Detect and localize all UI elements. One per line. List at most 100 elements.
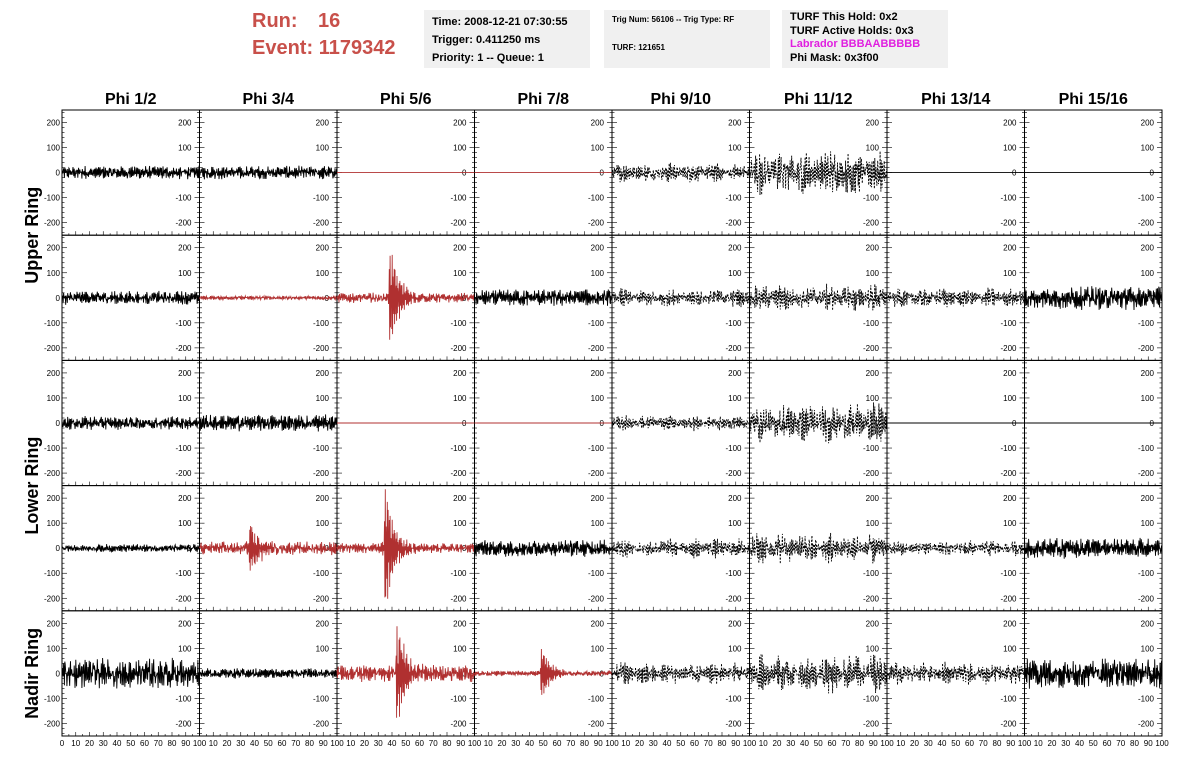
y-tick-label: 100	[591, 644, 605, 653]
y-tick-label: -200	[863, 719, 880, 728]
y-tick-label: 200	[453, 619, 467, 628]
waveform-r2c5	[749, 402, 888, 444]
y-tick-label: 0	[1150, 169, 1155, 178]
x-tick-label: 60	[278, 739, 287, 748]
y-tick-label: 200	[453, 244, 467, 253]
x-tick-label: 30	[236, 739, 245, 748]
y-tick-label: -100	[175, 694, 192, 703]
x-tick-label: 10	[621, 739, 630, 748]
turf-hold-line: TURF This Hold: 0x2	[790, 11, 898, 23]
x-tick-label: 60	[415, 739, 424, 748]
x-tick-label: 40	[663, 739, 672, 748]
y-tick-label: 0	[187, 169, 192, 178]
y-tick-label: 0	[1012, 169, 1017, 178]
y-tick-label: 200	[591, 494, 605, 503]
y-tick-label: -100	[450, 319, 467, 328]
y-tick-label: -100	[313, 694, 330, 703]
y-tick-label: 100	[47, 394, 61, 403]
column-header-8: Phi 15/16	[1059, 91, 1128, 108]
y-tick-label: -200	[863, 594, 880, 603]
y-tick-label: 200	[316, 119, 330, 128]
waveform-r3c7	[1024, 537, 1163, 559]
x-tick-label: 50	[951, 739, 960, 748]
y-tick-label: 100	[316, 269, 330, 278]
y-tick-label: 100	[866, 644, 880, 653]
y-tick-label: -100	[725, 569, 742, 578]
waveform-r2c0	[61, 415, 200, 430]
y-tick-label: 200	[1141, 369, 1155, 378]
y-tick-label: -100	[313, 569, 330, 578]
y-tick-label: 100	[1141, 644, 1155, 653]
turf-line: TURF: 121651	[612, 43, 665, 52]
x-tick-label: 50	[1089, 739, 1098, 748]
y-tick-label: -200	[725, 219, 742, 228]
x-tick-label: 30	[511, 739, 520, 748]
y-tick-label: 0	[875, 294, 880, 303]
labrador-line: Labrador BBBAABBBBB	[790, 38, 921, 50]
x-tick-label: 80	[1130, 739, 1139, 748]
y-tick-label: -200	[175, 469, 192, 478]
y-tick-label: -200	[1000, 469, 1017, 478]
y-tick-label: 100	[866, 394, 880, 403]
x-tick-label: 70	[291, 739, 300, 748]
y-tick-label: 0	[325, 669, 330, 678]
y-tick-label: 100	[728, 519, 742, 528]
y-tick-label: 0	[600, 169, 605, 178]
y-tick-label: -100	[588, 194, 605, 203]
time-line: Time: 2008-12-21 07:30:55	[432, 16, 568, 28]
y-tick-label: 200	[728, 244, 742, 253]
x-tick-label: 100	[743, 739, 757, 748]
y-tick-label: 100	[47, 269, 61, 278]
y-tick-label: -200	[175, 719, 192, 728]
y-tick-label: 100	[453, 144, 467, 153]
x-tick-label: 50	[539, 739, 548, 748]
y-tick-label: 0	[56, 419, 61, 428]
y-tick-label: 100	[1003, 144, 1017, 153]
y-tick-label: 200	[47, 119, 61, 128]
y-tick-label: -100	[1000, 319, 1017, 328]
y-tick-label: 200	[866, 119, 880, 128]
y-tick-label: -100	[44, 444, 61, 453]
y-tick-label: 100	[47, 644, 61, 653]
y-tick-label: -200	[44, 469, 61, 478]
y-tick-label: 200	[1141, 494, 1155, 503]
y-tick-label: -100	[588, 569, 605, 578]
y-tick-label: 200	[47, 244, 61, 253]
y-tick-label: 100	[1141, 144, 1155, 153]
x-tick-label: 40	[800, 739, 809, 748]
x-tick-label: 80	[855, 739, 864, 748]
y-tick-label: 200	[178, 619, 192, 628]
y-tick-label: 0	[1012, 669, 1017, 678]
y-tick-label: -100	[175, 569, 192, 578]
x-tick-label: 60	[828, 739, 837, 748]
y-tick-label: 200	[591, 619, 605, 628]
column-header-7: Phi 13/14	[921, 91, 990, 108]
y-tick-label: 100	[591, 269, 605, 278]
y-tick-label: 100	[178, 144, 192, 153]
x-tick-label: 80	[580, 739, 589, 748]
y-tick-label: 200	[1141, 619, 1155, 628]
waveform-r4c3	[474, 648, 613, 695]
y-tick-label: 200	[1003, 369, 1017, 378]
y-tick-label: -200	[725, 344, 742, 353]
y-tick-label: -100	[863, 444, 880, 453]
x-tick-label: 80	[305, 739, 314, 748]
run-label: Run:	[252, 10, 298, 32]
y-tick-label: 200	[591, 244, 605, 253]
x-tick-label: 60	[553, 739, 562, 748]
y-tick-label: 200	[728, 369, 742, 378]
x-tick-label: 50	[401, 739, 410, 748]
y-tick-label: 200	[453, 119, 467, 128]
waveform-r4c0	[61, 657, 200, 689]
y-tick-label: -200	[44, 219, 61, 228]
y-tick-label: -100	[1000, 694, 1017, 703]
x-tick-label: 30	[374, 739, 383, 748]
y-tick-label: -100	[725, 319, 742, 328]
y-tick-label: -200	[1138, 719, 1155, 728]
y-tick-label: -100	[863, 319, 880, 328]
panel-frame-r0c4	[611, 109, 750, 236]
x-tick-label: 90	[319, 739, 328, 748]
trigger-line: Trigger: 0.411250 ms	[432, 34, 541, 46]
x-tick-label: 40	[250, 739, 259, 748]
column-header-3: Phi 5/6	[380, 91, 432, 108]
